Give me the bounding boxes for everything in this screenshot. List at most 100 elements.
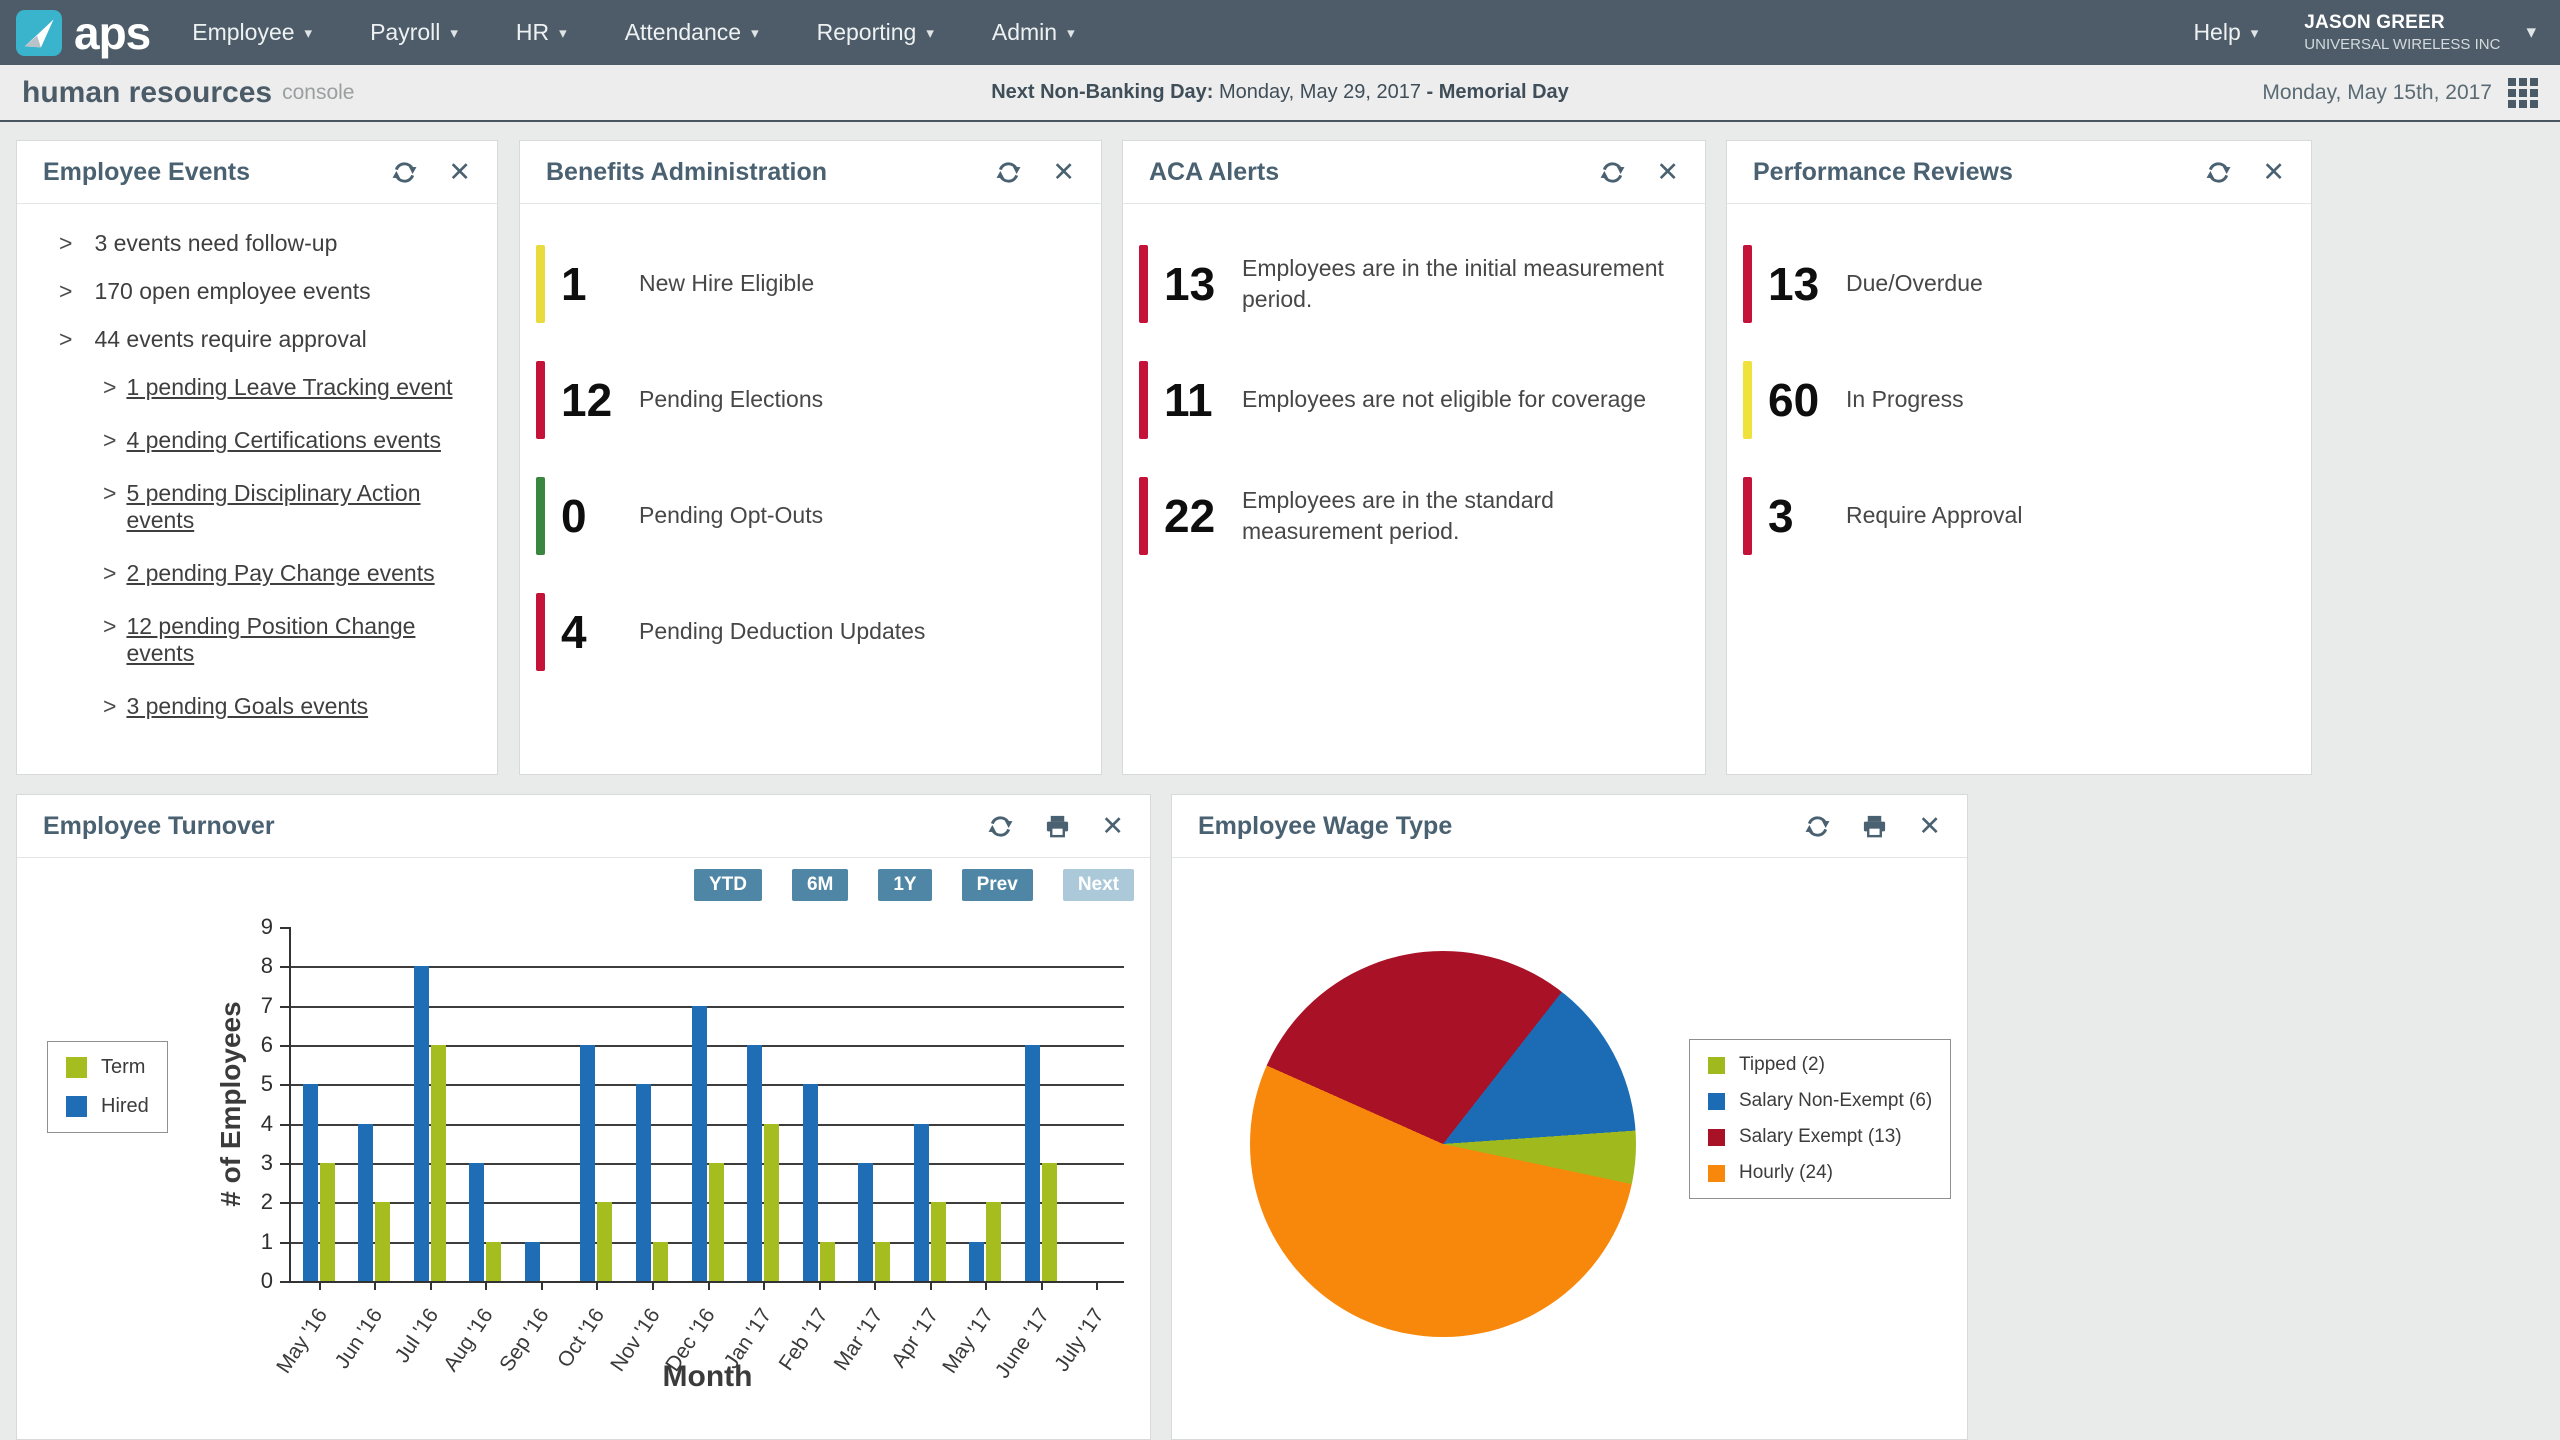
event-item[interactable]: >5 pending Disciplinary Action events <box>59 480 477 534</box>
stat-label: Due/Overdue <box>1846 268 1983 299</box>
close-icon[interactable]: ✕ <box>2262 159 2285 186</box>
legend-label: Term <box>101 1056 145 1079</box>
brand-name: aps <box>74 10 150 56</box>
bar-hired-Sep16 <box>525 1242 540 1281</box>
close-icon[interactable]: ✕ <box>1052 159 1075 186</box>
status-color-bar <box>1139 477 1148 555</box>
chevron-down-icon: ▾ <box>1067 24 1075 42</box>
bar-hired-Apr17 <box>914 1124 929 1281</box>
stat-row[interactable]: 13Employees are in the initial measureme… <box>1139 244 1685 324</box>
page-subtitle: console <box>282 81 354 105</box>
bar-hired-Dec16 <box>692 1006 707 1281</box>
page-header: human resources console Next Non-Banking… <box>0 65 2560 122</box>
legend-label: Hourly (24) <box>1739 1162 1833 1184</box>
event-link[interactable]: 1 pending Leave Tracking event <box>126 374 452 401</box>
stat-label: Pending Elections <box>639 384 823 415</box>
menu-label: Reporting <box>817 19 917 46</box>
legend-swatch <box>1708 1129 1725 1146</box>
x-tick <box>1041 1281 1043 1290</box>
top-nav: aps Employee▾ Payroll▾ HR▾ Attendance ▾ Repor… <box>0 0 2560 65</box>
range-button-1y[interactable]: 1Y <box>878 869 931 901</box>
chevron-right-icon: > <box>103 560 116 587</box>
menu-attendance[interactable]: Attendance ▾ <box>625 19 759 46</box>
range-button-6m[interactable]: 6M <box>792 869 848 901</box>
menu-employee[interactable]: Employee▾ <box>192 19 312 46</box>
event-item[interactable]: >1 pending Leave Tracking event <box>59 374 477 401</box>
apps-grid-icon[interactable] <box>2508 78 2538 108</box>
x-tick <box>708 1281 710 1290</box>
aca-stats: 13Employees are in the initial measureme… <box>1123 204 1705 556</box>
stat-row[interactable]: 3Require Approval <box>1743 476 2291 556</box>
chevron-right-icon: > <box>103 374 116 401</box>
refresh-icon[interactable] <box>1804 813 1831 840</box>
close-icon[interactable]: ✕ <box>1656 159 1679 186</box>
refresh-icon[interactable] <box>391 159 418 186</box>
stat-row[interactable]: 13Due/Overdue <box>1743 244 2291 324</box>
event-item[interactable]: >4 pending Certifications events <box>59 427 477 454</box>
event-item[interactable]: >44 events require approval <box>59 326 477 353</box>
event-item[interactable]: >170 open employee events <box>59 278 477 305</box>
bar-hired-Aug16 <box>469 1163 484 1281</box>
x-tick <box>430 1281 432 1290</box>
menu-admin[interactable]: Admin▾ <box>992 19 1075 46</box>
event-link[interactable]: 12 pending Position Change events <box>126 613 477 667</box>
stat-value: 60 <box>1768 373 1832 427</box>
event-link[interactable]: 5 pending Disciplinary Action events <box>126 480 477 534</box>
stat-row[interactable]: 60 In Progress <box>1743 360 2291 440</box>
bar-term-Nov16 <box>653 1242 668 1281</box>
status-color-bar <box>1743 361 1752 439</box>
chart-range-buttons: YTD6M1YPrevNext <box>694 869 1134 901</box>
menu-payroll[interactable]: Payroll▾ <box>370 19 458 46</box>
stat-row[interactable]: 4Pending Deduction Updates <box>536 592 1081 672</box>
stat-label: In Progress <box>1846 384 1964 415</box>
menu-reporting[interactable]: Reporting▾ <box>817 19 934 46</box>
x-tick-label: May '17 <box>938 1304 999 1378</box>
close-icon[interactable]: ✕ <box>448 159 471 186</box>
menu-hr[interactable]: HR▾ <box>516 19 567 46</box>
event-item[interactable]: >12 pending Position Change events <box>59 613 477 667</box>
stat-row[interactable]: 1New Hire Eligible <box>536 244 1081 324</box>
close-icon[interactable]: ✕ <box>1918 813 1941 840</box>
x-tick <box>596 1281 598 1290</box>
event-item[interactable]: >3 pending Goals events <box>59 693 477 720</box>
event-item[interactable]: >2 pending Pay Change events <box>59 560 477 587</box>
refresh-icon[interactable] <box>1599 159 1626 186</box>
performance-reviews-panel: Performance Reviews ✕ 13Due/Overdue60In … <box>1726 140 2312 775</box>
refresh-icon[interactable] <box>2205 159 2232 186</box>
stat-row[interactable]: 22Employees are in the standard measurem… <box>1139 476 1685 556</box>
help-menu[interactable]: Help ▾ <box>2193 19 2258 46</box>
event-link[interactable]: 3 pending Goals events <box>126 693 368 720</box>
chevron-right-icon: > <box>103 427 116 454</box>
x-tick <box>1096 1281 1098 1290</box>
stat-row[interactable]: 12Pending Elections <box>536 360 1081 440</box>
legend-entry: Hourly (24) <box>1708 1162 1932 1184</box>
chevron-down-icon: ▾ <box>751 24 759 42</box>
event-link[interactable]: 2 pending Pay Change events <box>126 560 434 587</box>
y-tick <box>280 1124 289 1126</box>
chevron-right-icon: > <box>59 326 72 353</box>
menu-label: Attendance <box>625 19 741 46</box>
y-tick <box>280 1281 289 1283</box>
range-button-prev[interactable]: Prev <box>962 869 1033 901</box>
stat-row[interactable]: 11Employees are not eligible for coverag… <box>1139 360 1685 440</box>
range-button-ytd[interactable]: YTD <box>694 869 762 901</box>
legend-label: Hired <box>101 1095 149 1118</box>
event-link[interactable]: 4 pending Certifications events <box>126 427 441 454</box>
status-color-bar <box>536 245 545 323</box>
chevron-down-icon: ▾ <box>2526 21 2536 44</box>
stat-row[interactable]: 0Pending Opt-Outs <box>536 476 1081 556</box>
user-menu[interactable]: JASON GREER UNIVERSAL WIRELESS INC ▾ <box>2304 12 2536 53</box>
bar-hired-Oct16 <box>580 1045 595 1281</box>
stat-label: Employees are in the initial measurement… <box>1242 253 1672 315</box>
refresh-icon[interactable] <box>995 159 1022 186</box>
stat-value: 4 <box>561 605 625 659</box>
x-tick-label: Aug '16 <box>440 1304 499 1376</box>
stat-value: 11 <box>1164 373 1228 427</box>
event-item[interactable]: >3 events need follow-up <box>59 230 477 257</box>
legend-label: Tipped (2) <box>1739 1054 1825 1076</box>
aps-logo[interactable]: aps <box>16 10 150 56</box>
print-icon[interactable] <box>1861 813 1888 840</box>
stat-value: 3 <box>1768 489 1832 543</box>
panel-title: Employee Events <box>43 158 391 187</box>
x-tick <box>763 1281 765 1290</box>
